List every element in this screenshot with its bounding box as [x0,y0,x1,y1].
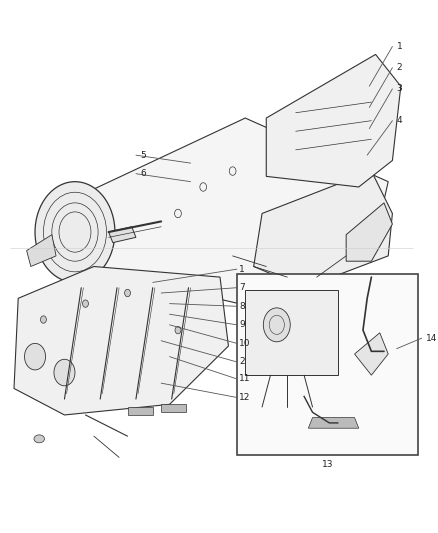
Bar [237,274,418,455]
Text: 12: 12 [239,393,251,402]
Polygon shape [109,227,136,243]
Text: 10: 10 [239,339,251,348]
Circle shape [40,316,46,323]
Circle shape [263,308,290,342]
Bar [245,290,338,375]
Text: 6: 6 [140,169,146,178]
Text: 1: 1 [397,42,403,51]
Text: 14: 14 [426,334,438,343]
Circle shape [35,182,115,282]
Circle shape [25,343,46,370]
Text: 8: 8 [239,302,245,311]
Polygon shape [266,54,401,187]
Circle shape [54,359,75,386]
Text: 5: 5 [140,151,146,160]
Circle shape [175,326,181,334]
Text: 2: 2 [239,358,244,367]
Text: 11: 11 [239,374,251,383]
Polygon shape [308,418,359,428]
Text: 2: 2 [397,63,402,72]
Text: 13: 13 [321,460,333,469]
Polygon shape [64,118,388,309]
Text: 1: 1 [239,265,245,273]
Polygon shape [27,235,56,266]
Polygon shape [14,266,229,415]
Circle shape [124,289,131,297]
Ellipse shape [34,435,45,443]
Polygon shape [127,407,153,415]
Text: 3: 3 [397,84,403,93]
Polygon shape [346,203,392,261]
Text: 7: 7 [239,283,245,292]
Text: 4: 4 [397,116,402,125]
Polygon shape [161,405,187,413]
Circle shape [82,300,88,308]
Polygon shape [367,346,392,357]
Polygon shape [254,171,392,288]
Polygon shape [355,333,388,375]
Text: 9: 9 [239,320,245,329]
